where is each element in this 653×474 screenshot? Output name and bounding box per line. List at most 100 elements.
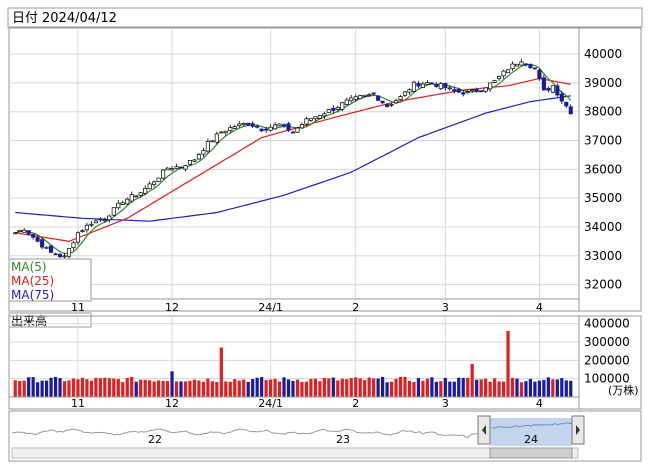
volume-bar [501,381,506,397]
volume-bar [76,379,80,397]
volume-bar [497,381,501,397]
volume-bar [560,378,564,397]
candle-body [362,94,367,97]
chevron-left-icon [482,425,486,435]
candle-body [129,194,134,202]
price-x-axis: 11 12 24/1 2 3 4 [71,301,543,314]
price-x-tick-label: 3 [442,301,449,314]
volume-bar [85,379,89,397]
volume-bar [555,379,559,397]
navigator-selection[interactable] [490,418,572,446]
candle-body [371,92,376,95]
candle-body [326,109,331,113]
volume-bar [237,380,241,397]
candle-body [340,102,345,110]
volume-bar [304,381,309,397]
candle-body [447,87,452,90]
candle-body [568,106,573,115]
volume-bar [143,379,147,397]
navigator-right-handle[interactable] [571,415,585,445]
volume-bar [210,381,214,397]
volume-bar [358,378,362,397]
volume-tick-label: 200000 [584,353,630,367]
candle-body [492,80,497,83]
volume-bar [398,376,403,397]
candle-body [80,230,85,232]
volume-bar [363,380,367,397]
volume-bar [407,380,412,397]
volume-bar [260,377,264,397]
volume-bar [13,380,17,397]
volume-bar [448,381,452,397]
volume-bar [434,381,438,397]
volume-bar [40,380,44,397]
candle-body [66,247,72,257]
volume-bar [569,380,573,397]
volume-bar [291,380,295,397]
volume-bar [179,381,183,397]
volume-bar [130,376,134,397]
volume-bar [286,379,291,397]
candle-body [205,141,210,152]
ma25-path [15,77,571,243]
candle-body [237,123,242,127]
candle-body [402,91,408,96]
volume-bar [313,378,318,397]
navigator-scrollbar[interactable] [11,447,579,459]
ma5-line [15,63,572,255]
volume-bar [492,378,497,397]
volume-bar [183,381,188,397]
volume-tick-label: 100000 [584,372,630,386]
candle-body [161,169,166,179]
candle-body [71,242,76,249]
candle-body [178,166,184,169]
volume-bar [327,378,331,397]
navigator-scroll-thumb[interactable] [489,447,573,459]
candle-body [497,76,502,80]
candle-body [385,104,390,107]
volume-bar [380,376,385,397]
volume-bar [242,379,246,397]
candle-body [223,130,228,134]
candlestick-series [13,58,573,260]
candle-body [470,89,475,92]
candle-body [116,202,121,209]
candle-body [313,116,318,120]
volume-bar [484,378,488,397]
candle-body [380,100,385,104]
volume-bar [412,382,416,397]
volume-bar [174,381,179,397]
candle-body [89,223,94,226]
volume-bar [165,380,170,397]
candle-body [264,128,269,131]
candle-body [26,230,31,235]
ma5-path [15,63,572,255]
volume-bar [201,381,206,397]
candle-body [93,220,98,224]
volume-bar [152,381,156,397]
candle-body [35,237,40,242]
candle-body [420,83,425,88]
legend-ma75: MA(75) [11,288,54,302]
candle-body [304,118,309,125]
volume-bar [192,379,197,397]
volume-bar [224,381,228,397]
candle-body [134,195,139,198]
price-x-tick-label: 2 [352,301,359,314]
volume-bar [318,381,322,397]
navigator-left-handle[interactable] [477,415,491,445]
volume-bar [228,381,232,397]
candle-body [138,192,143,196]
candle-body [434,83,439,88]
candle-body [174,166,179,169]
volume-bar [36,382,40,397]
volume-title: 出来高 [11,313,47,328]
volume-bar [156,380,161,397]
volume-bar [206,378,210,397]
volume-bar [564,380,568,397]
candle-body [44,246,49,249]
candle-body [49,245,54,253]
volume-bar [345,379,349,397]
volume-bar [58,378,62,397]
